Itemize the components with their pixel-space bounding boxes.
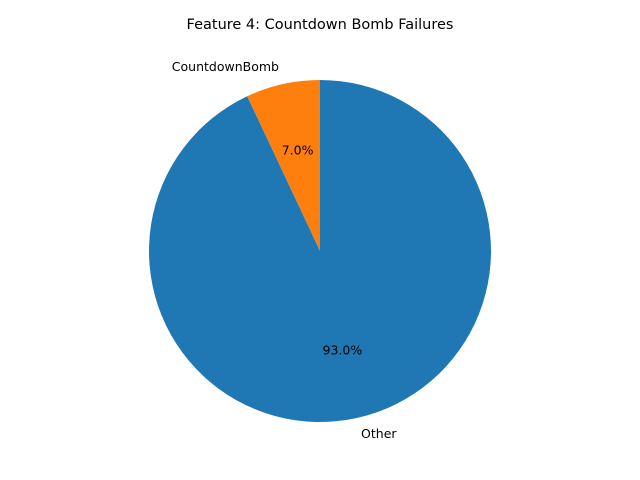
percent-label-countdownbomb: 7.0% (282, 142, 314, 157)
percent-label-other: 93.0% (323, 343, 363, 358)
slice-label-other: Other (361, 426, 397, 441)
chart-title: Feature 4: Countdown Bomb Failures (187, 17, 454, 33)
pie-slices (149, 80, 492, 422)
pie-slice-other (149, 80, 492, 422)
pie-labels: CountdownBomb 7.0% Other 93.0% (172, 59, 398, 441)
slice-label-countdownbomb: CountdownBomb (172, 59, 279, 74)
pie-slice-countdownbomb (247, 80, 320, 251)
